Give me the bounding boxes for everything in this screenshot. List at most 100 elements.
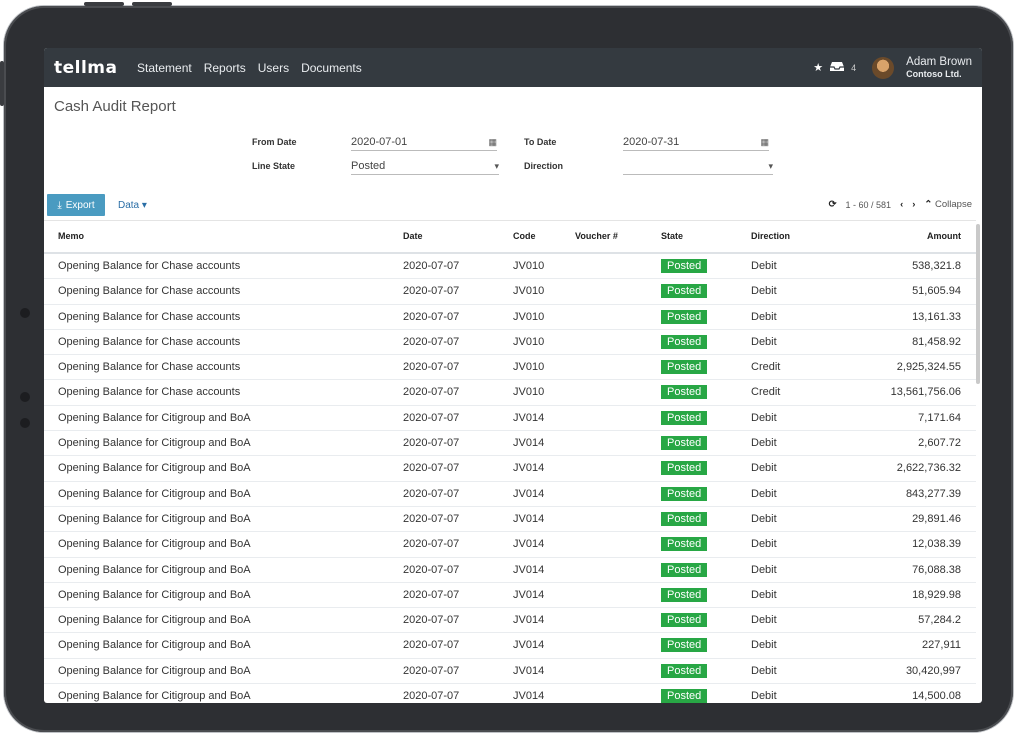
line-state-select[interactable]: Posted ▾ <box>351 159 499 175</box>
status-badge: Posted <box>661 284 708 299</box>
status-badge: Posted <box>661 613 708 628</box>
cell-direction: Debit <box>751 538 777 551</box>
cell-direction: Debit <box>751 462 777 475</box>
header-direction[interactable]: Direction <box>751 231 791 241</box>
cell-memo: Opening Balance for Chase accounts <box>58 260 241 272</box>
cell-amount: 12,038.39 <box>912 538 961 551</box>
refresh-icon[interactable]: ⟳ <box>828 199 837 210</box>
status-badge: Posted <box>661 689 708 703</box>
user-menu[interactable]: Adam Brown Contoso Ltd. <box>906 56 972 80</box>
status-badge: Posted <box>661 436 708 451</box>
table-row[interactable]: Opening Balance for Citigroup and BoA 202… <box>44 558 976 583</box>
table-row[interactable]: Opening Balance for Citigroup and BoA 202… <box>44 532 976 558</box>
header-amount[interactable]: Amount <box>927 231 961 241</box>
cell-amount: 29,891.46 <box>912 512 961 525</box>
avatar[interactable] <box>872 56 895 79</box>
table-row[interactable]: Opening Balance for Citigroup and BoA 202… <box>44 406 976 432</box>
chevron-left-icon[interactable]: ‹ <box>900 199 904 210</box>
cell-date: 2020-07-07 <box>403 335 460 348</box>
direction-select[interactable]: ▾ <box>623 159 773 175</box>
table-row[interactable]: Opening Balance for Citigroup and BoA 202… <box>44 507 976 533</box>
cell-memo: Opening Balance for Chase accounts <box>58 386 241 399</box>
table-row[interactable]: Opening Balance for Citigroup and BoA 202… <box>44 684 976 703</box>
from-date-value: 2020-07-01 <box>351 136 408 148</box>
user-name: Adam Brown <box>906 55 972 68</box>
cell-direction: Debit <box>751 411 777 424</box>
data-dropdown-button[interactable]: Data ▾ <box>118 200 147 211</box>
cell-code: JV010 <box>513 310 545 323</box>
top-navbar: tellma Statement Reports Users Documents… <box>44 48 982 87</box>
cell-memo: Opening Balance for Chase accounts <box>58 310 241 323</box>
data-label: Data <box>118 200 140 211</box>
nav-link-documents[interactable]: Documents <box>301 60 362 75</box>
pager: ⟳ 1 - 60 / 581 ‹ › ⌃ Collapse <box>829 199 972 210</box>
header-voucher[interactable]: Voucher # <box>575 231 618 241</box>
table-row[interactable]: Opening Balance for Citigroup and BoA 202… <box>44 456 976 482</box>
table-row[interactable]: Opening Balance for Citigroup and BoA 202… <box>44 608 976 634</box>
cell-memo: Opening Balance for Citigroup and BoA <box>58 563 251 576</box>
nav-link-reports[interactable]: Reports <box>203 60 246 75</box>
table-row[interactable]: Opening Balance for Citigroup and BoA 202… <box>44 431 976 457</box>
collapse-button[interactable]: ⌃ Collapse <box>924 199 972 210</box>
calendar-icon[interactable]: ▦ <box>488 137 497 147</box>
cell-direction: Debit <box>751 614 777 627</box>
header-code[interactable]: Code <box>513 231 536 241</box>
cell-direction: Debit <box>751 639 777 652</box>
cell-direction: Debit <box>751 664 777 677</box>
to-date-field[interactable]: 2020-07-31 ▦ <box>623 135 769 151</box>
cell-code: JV010 <box>513 335 545 348</box>
cell-date: 2020-07-07 <box>403 487 460 500</box>
table-header: Memo Date Code Voucher # State Direction… <box>44 220 976 254</box>
status-badge: Posted <box>661 663 708 678</box>
collapse-label: Collapse <box>935 199 972 210</box>
table-row[interactable]: Opening Balance for Citigroup and BoA 202… <box>44 633 976 659</box>
cell-memo: Opening Balance for Citigroup and BoA <box>58 437 251 450</box>
brand-logo[interactable]: tellma <box>54 57 118 78</box>
cell-memo: Opening Balance for Citigroup and BoA <box>58 614 251 627</box>
cell-amount: 57,284.2 <box>918 614 961 627</box>
cell-code: JV010 <box>513 386 545 399</box>
chevron-right-icon[interactable]: › <box>912 199 916 210</box>
cell-code: JV014 <box>513 588 545 601</box>
report-table: Memo Date Code Voucher # State Direction… <box>44 220 976 703</box>
table-row[interactable]: Opening Balance for Chase accounts 2020-0… <box>44 305 976 330</box>
table-row[interactable]: Opening Balance for Chase accounts 2020-0… <box>44 380 976 406</box>
star-icon[interactable]: ★ <box>813 62 824 74</box>
from-date-field[interactable]: 2020-07-01 ▦ <box>351 135 497 151</box>
cell-memo: Opening Balance for Chase accounts <box>58 285 241 298</box>
table-row[interactable]: Opening Balance for Chase accounts 2020-0… <box>44 279 976 305</box>
header-state[interactable]: State <box>661 231 684 241</box>
calendar-icon[interactable]: ▦ <box>760 137 769 147</box>
table-row[interactable]: Opening Balance for Citigroup and BoA 202… <box>44 583 976 609</box>
table-row[interactable]: Opening Balance for Citigroup and BoA 202… <box>44 482 976 507</box>
cell-amount: 18,929.98 <box>912 588 961 601</box>
cell-amount: 13,561,756.06 <box>890 386 961 399</box>
cell-amount: 2,622,736.32 <box>896 462 961 475</box>
cell-date: 2020-07-07 <box>403 361 460 374</box>
nav-link-statement[interactable]: Statement <box>137 60 192 75</box>
cell-amount: 7,171.64 <box>918 411 961 424</box>
header-date[interactable]: Date <box>403 231 423 241</box>
cell-code: JV010 <box>513 285 545 298</box>
page-range: 1 - 60 / 581 <box>845 199 892 210</box>
cell-amount: 30,420,997 <box>905 664 961 677</box>
table-row[interactable]: Opening Balance for Chase accounts 2020-0… <box>44 254 976 280</box>
inbox-icon[interactable] <box>829 61 845 75</box>
cell-memo: Opening Balance for Citigroup and BoA <box>58 639 251 652</box>
cell-code: JV010 <box>513 361 545 374</box>
cell-direction: Debit <box>751 563 777 576</box>
table-row[interactable]: Opening Balance for Chase accounts 2020-0… <box>44 355 976 381</box>
camera-dot <box>20 308 30 318</box>
table-row[interactable]: Opening Balance for Chase accounts 2020-0… <box>44 330 976 356</box>
export-button[interactable]: ⤓ Export <box>47 194 105 216</box>
status-badge: Posted <box>661 385 708 400</box>
cell-code: JV014 <box>513 512 545 525</box>
header-memo[interactable]: Memo <box>58 231 85 241</box>
table-row[interactable]: Opening Balance for Citigroup and BoA 202… <box>44 659 976 685</box>
scrollbar[interactable] <box>976 224 980 384</box>
nav-link-users[interactable]: Users <box>257 60 290 75</box>
cell-amount: 76,088.38 <box>912 563 961 576</box>
cell-code: JV014 <box>513 462 545 475</box>
cell-code: JV014 <box>513 614 545 627</box>
